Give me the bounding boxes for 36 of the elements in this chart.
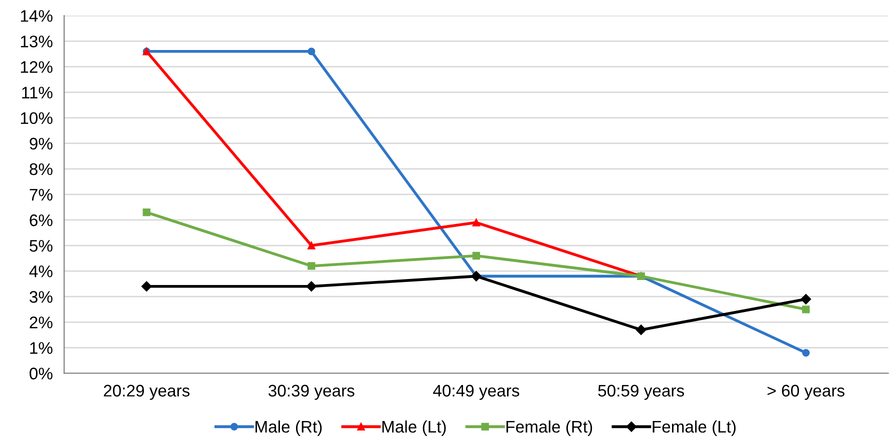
y-tick-label: 0% <box>30 368 52 380</box>
y-tick-label: 6% <box>30 214 52 226</box>
point <box>472 252 480 260</box>
point <box>308 242 316 250</box>
x-tick-label: 30:39 years <box>268 384 354 400</box>
point <box>472 218 480 226</box>
point <box>308 48 316 56</box>
x-tick-label: 40:49 years <box>433 384 520 400</box>
y-tick-label: 14% <box>20 10 52 22</box>
point <box>308 262 316 270</box>
y-tick-label: 4% <box>29 266 52 278</box>
y-tick-label: 12% <box>20 61 52 73</box>
y-tick-label: 3% <box>30 291 52 303</box>
legend-label: Female (Lt) <box>652 420 736 436</box>
legend-label: Female (Rt) <box>506 420 592 436</box>
x-tick-label: 20:29 years <box>104 384 190 400</box>
y-tick-label: 7% <box>30 188 52 201</box>
y-tick-label: 11% <box>22 86 52 98</box>
x-tick-label: 50:59 years <box>598 384 684 400</box>
point <box>802 348 810 357</box>
point <box>141 281 152 292</box>
y-tick-label: 13% <box>20 36 52 48</box>
point <box>636 324 646 335</box>
y-tick-label: 10% <box>20 112 52 124</box>
point <box>802 306 810 314</box>
x-tick-label: > 60 years <box>768 384 844 400</box>
y-tick-label: 2% <box>30 316 52 328</box>
point <box>800 294 812 304</box>
y-tick-label: 1% <box>30 342 52 354</box>
y-tick-label: 5% <box>30 240 52 252</box>
y-tick-label: 8% <box>30 163 52 176</box>
point <box>306 281 317 292</box>
y-tick-label: 9% <box>30 138 52 150</box>
legend-label: Male (Lt) <box>382 420 446 436</box>
point <box>142 208 150 216</box>
legend-label: Male (Rt) <box>256 420 322 436</box>
